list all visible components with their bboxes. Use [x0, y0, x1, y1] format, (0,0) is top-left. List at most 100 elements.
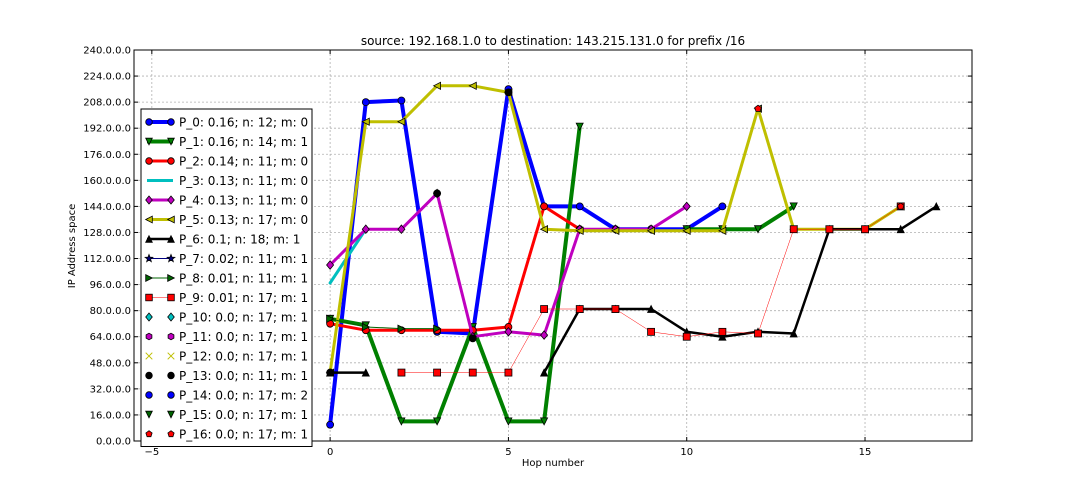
- series-13: [326, 88, 513, 377]
- legend-swatch-marker: [145, 118, 153, 126]
- legend-entry: P_12: 0.0; n: 17; m: 1: [145, 350, 308, 364]
- series-line: [684, 204, 796, 232]
- data-point: [397, 368, 406, 377]
- data-point: [754, 329, 762, 338]
- legend-entry: P_16: 0.0; n: 17; m: 1: [145, 428, 308, 442]
- data-point: [575, 122, 584, 131]
- y-tick-label: 128.0.0.0: [83, 228, 131, 239]
- data-point: [718, 327, 727, 336]
- data-point: [575, 305, 584, 313]
- y-tick-label: 48.0.0.0: [90, 358, 131, 369]
- legend-swatch-marker: [167, 293, 175, 302]
- data-point: [540, 202, 548, 211]
- y-tick-label: 224.0.0.0: [83, 72, 131, 83]
- data-point: [647, 327, 655, 336]
- legend-swatch-marker: [167, 137, 175, 146]
- x-tick-label: 0: [327, 447, 333, 458]
- data-point: [646, 304, 656, 313]
- data-point: [397, 224, 406, 235]
- x-axis-label: Hop number: [522, 458, 585, 469]
- series-line: [328, 87, 725, 427]
- legend-swatch-marker: [145, 312, 153, 322]
- series-line: [328, 124, 582, 424]
- legend-label: P_2: 0.14; n: 11; m: 0: [179, 155, 308, 169]
- legend-swatch-marker: [145, 137, 153, 146]
- legend-swatch-marker: [167, 274, 176, 282]
- data-point: [682, 201, 691, 212]
- y-tick-label: 208.0.0.0: [83, 98, 131, 109]
- data-point: [468, 334, 477, 343]
- data-point: [361, 322, 371, 332]
- legend-swatch-marker: [167, 371, 175, 380]
- legend-swatch-marker: [167, 312, 175, 322]
- marker-stroke: [167, 352, 175, 360]
- legend-entry: P_15: 0.0; n: 17; m: 1: [145, 408, 308, 422]
- y-tick-label: 32.0.0.0: [90, 384, 131, 395]
- data-point: [753, 225, 763, 234]
- legend-label: P_12: 0.0; n: 17; m: 1: [179, 350, 308, 364]
- legend-swatch-marker: [145, 352, 153, 360]
- legend-swatch-marker: [144, 215, 153, 224]
- y-tick-label: 80.0.0.0: [90, 306, 131, 317]
- data-point: [540, 305, 548, 313]
- data-point: [718, 226, 727, 235]
- data-point: [789, 225, 798, 234]
- data-point: [326, 368, 335, 377]
- legend-entry: P_10: 0.0; n: 17; m: 1: [145, 311, 308, 325]
- data-point: [361, 117, 370, 126]
- legend-label: P_6: 0.1; n: 18; m: 1: [179, 233, 300, 247]
- data-point: [361, 224, 370, 235]
- data-point: [825, 225, 834, 234]
- data-point: [861, 225, 869, 234]
- legend-label: P_5: 0.13; n: 17; m: 0: [179, 213, 308, 227]
- data-point: [540, 330, 549, 340]
- y-tick-label: 64.0.0.0: [90, 332, 131, 343]
- legend-swatch-marker: [145, 332, 153, 341]
- legend-label: P_15: 0.0; n: 17; m: 1: [179, 408, 308, 422]
- data-point: [326, 420, 335, 429]
- y-tick-label: 96.0.0.0: [90, 280, 131, 291]
- series-1: [325, 122, 798, 426]
- data-point: [468, 368, 477, 377]
- legend-swatch-marker: [167, 430, 175, 438]
- legend-swatch-marker: [145, 430, 153, 438]
- series-8: [326, 314, 442, 333]
- data-point: [397, 417, 406, 426]
- legend-label: P_1: 0.16; n: 14; m: 1: [179, 135, 308, 149]
- data-point: [682, 332, 691, 341]
- x-tick-label: 15: [859, 447, 872, 458]
- legend-label: P_14: 0.0; n: 17; m: 2: [179, 389, 308, 403]
- y-axis-label: IP Address space: [67, 204, 78, 289]
- legend-swatch-marker: [145, 195, 153, 205]
- x-tick-label: −5: [144, 447, 159, 458]
- legend-entry: P_0: 0.16; n: 12; m: 0: [145, 116, 308, 130]
- data-point: [468, 81, 477, 90]
- legend-swatch-marker: [144, 253, 154, 263]
- data-point: [718, 202, 727, 211]
- legend-label: P_7: 0.02; n: 11; m: 1: [179, 252, 308, 266]
- legend-swatch-marker: [145, 274, 154, 282]
- legend-entry: P_13: 0.0; n: 11; m: 1: [145, 369, 308, 383]
- data-point: [575, 202, 584, 211]
- y-tick-label: 112.0.0.0: [83, 254, 131, 265]
- legend-swatch-marker: [167, 391, 175, 399]
- data-point: [361, 368, 370, 377]
- y-tick-label: 160.0.0.0: [83, 176, 131, 187]
- data-point: [718, 332, 727, 341]
- legend-label: P_13: 0.0; n: 11; m: 1: [179, 369, 308, 383]
- legend-label: P_9: 0.01; n: 17; m: 1: [179, 291, 308, 305]
- series-line: [329, 318, 438, 330]
- data-point: [432, 81, 442, 90]
- legend-entry: P_14: 0.0; n: 17; m: 2: [145, 389, 308, 403]
- series-line: [328, 204, 582, 332]
- series-16: [754, 104, 905, 210]
- legend-swatch-marker: [145, 157, 153, 165]
- data-point: [433, 189, 442, 198]
- legend-swatch-marker: [166, 215, 175, 224]
- legend-swatch-marker: [167, 410, 175, 419]
- data-point: [432, 417, 442, 426]
- axes: −5 0 5 10 15 0.0.0.0 16.0.0.0 32.0.0.0 48.0.0.0 6…: [83, 46, 973, 458]
- data-point: [646, 226, 655, 235]
- legend-label: P_3: 0.13; n: 11; m: 0: [179, 174, 308, 188]
- data-point: [433, 368, 442, 377]
